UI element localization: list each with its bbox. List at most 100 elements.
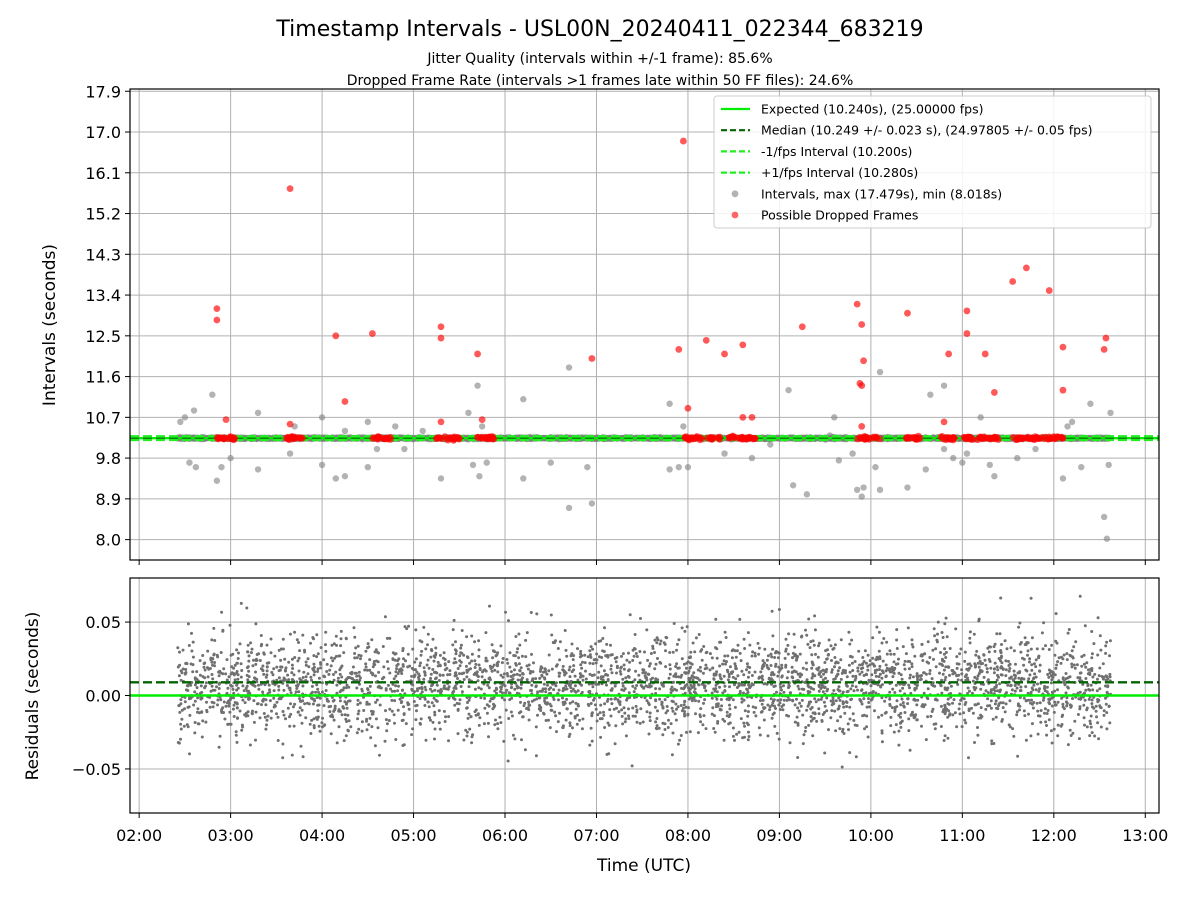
residual-point [635,652,638,655]
interval-point [790,482,796,488]
interval-point [836,457,842,463]
residual-point [736,674,739,677]
interval-point [520,475,526,481]
residual-point [699,707,702,710]
residual-point [194,683,197,686]
dropped-frame-point [436,434,443,441]
residual-point [701,723,704,726]
interval-point [419,428,425,434]
residual-point [1073,664,1076,667]
residual-point [1012,735,1015,738]
residual-point [896,647,899,650]
residual-point [796,756,799,759]
dropped-frame-point [1023,264,1030,271]
interval-point [1064,423,1070,429]
residual-point [943,669,946,672]
residual-point [535,754,538,757]
residual-point [976,726,979,729]
interval-point [589,500,595,506]
residual-point [183,725,186,728]
dropped-frame-point [1018,434,1025,441]
dropped-frame-point [680,138,687,145]
residual-point [270,717,273,720]
residual-point [986,671,989,674]
residual-point [414,628,417,631]
dropped-frame-point [438,335,445,342]
interval-point [374,446,380,452]
residual-point [200,684,203,687]
interval-point [904,484,910,490]
interval-point [964,450,970,456]
residual-point [692,642,695,645]
residual-point [1099,634,1102,637]
top-y-tick-label: 15.2 [85,205,121,224]
residual-point [680,734,683,737]
residual-point [938,672,941,675]
interval-point [209,391,215,397]
dropped-frame-point [369,330,376,337]
residual-point [934,727,937,730]
residual-point [748,644,751,647]
residual-point [386,722,389,725]
residual-point [767,654,770,657]
residual-point [992,718,995,721]
residual-point [312,637,315,640]
interval-point [877,487,883,493]
legend-entry-label: Expected (10.240s), (25.00000 fps) [761,102,983,117]
residual-point [452,628,455,631]
residual-point [590,727,593,730]
interval-point [177,419,183,425]
interval-point [1078,464,1084,470]
residual-point [1083,692,1086,695]
residual-point [1065,672,1068,675]
residual-point [927,640,930,643]
residual-point [465,635,468,638]
residual-point [879,673,882,676]
residual-point [1030,663,1033,666]
residual-point [990,742,993,745]
dropped-frame-point [941,418,948,425]
intervals-plot: 8.08.99.810.711.612.513.414.315.216.117.… [85,82,1159,565]
dropped-frame-point [213,305,220,312]
residual-point [289,633,292,636]
residual-point [259,659,262,662]
residual-point [315,655,318,658]
chart-subtitle-dropped: Dropped Frame Rate (intervals >1 frames … [347,73,854,89]
residual-point [1053,690,1056,693]
dropped-frame-point [709,436,716,443]
residual-point [471,653,474,656]
residual-point [726,711,729,714]
dropped-frame-point [912,436,919,443]
residual-point [520,666,523,669]
residual-point [583,654,586,657]
residual-point [1051,705,1054,708]
dropped-frame-point [342,398,349,405]
x-tick-label: 04:00 [299,826,345,845]
top-y-tick-label: 13.4 [85,286,121,305]
legend-entry-label: -1/fps Interval (10.200s) [761,144,912,159]
interval-point [872,464,878,470]
interval-point [1060,475,1066,481]
legend-entry-label: +1/fps Interval (10.280s) [761,165,918,180]
residual-point [711,667,714,670]
residual-point [1054,673,1057,676]
residual-point [754,671,757,674]
residual-point [622,685,625,688]
residual-point [1038,687,1041,690]
residual-point [724,663,727,666]
residual-point [681,626,684,629]
residual-point [968,637,971,640]
residual-point [753,711,756,714]
residual-point [840,638,843,641]
residual-point [835,699,838,702]
residual-point [235,730,238,733]
top-y-tick-label: 16.1 [85,164,121,183]
residual-point [874,692,877,695]
residual-point [1091,676,1094,679]
interval-point [849,450,855,456]
interval-point [941,382,947,388]
interval-point [333,475,339,481]
x-tick-label: 10:00 [848,826,894,845]
dropped-frame-point [945,351,952,358]
residual-point [1105,641,1108,644]
